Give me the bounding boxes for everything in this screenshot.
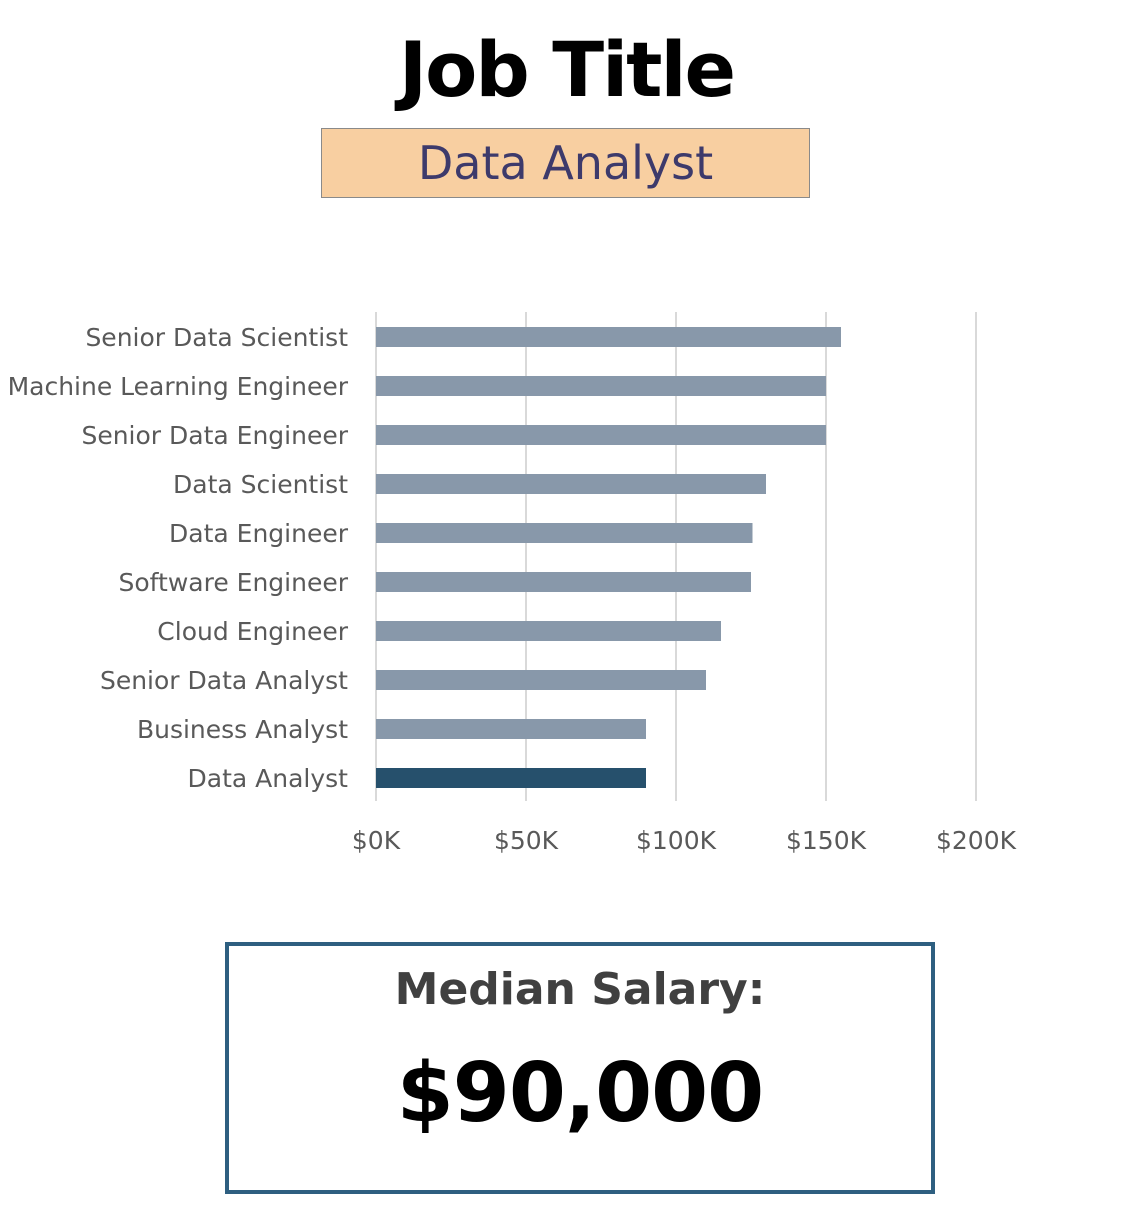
bar (376, 474, 766, 494)
x-tick-label: $0K (352, 826, 401, 855)
median-salary-card: Median Salary: $90,000 (225, 942, 935, 1194)
x-tick-label: $50K (494, 826, 559, 855)
salary-bar-chart: Senior Data Scientist Machine Learning En… (8, 312, 1017, 855)
bar (376, 719, 646, 739)
category-label: Data Scientist (173, 470, 348, 499)
category-label: Data Engineer (169, 519, 349, 548)
category-label: Machine Learning Engineer (8, 372, 349, 401)
category-label: Senior Data Scientist (85, 323, 348, 352)
job-title-selector[interactable]: Data Analyst (321, 128, 810, 198)
category-label: Senior Data Engineer (81, 421, 348, 450)
category-label: Business Analyst (137, 715, 348, 744)
bar (376, 327, 841, 347)
median-salary-value: $90,000 (396, 1046, 764, 1141)
category-label: Senior Data Analyst (100, 666, 348, 695)
median-salary-label: Median Salary: (394, 964, 766, 1015)
bar (376, 376, 826, 396)
bar (376, 768, 646, 788)
category-label: Cloud Engineer (157, 617, 348, 646)
category-label: Software Engineer (119, 568, 349, 597)
chart-category-labels: Senior Data Scientist Machine Learning En… (8, 323, 349, 793)
bar (376, 523, 753, 543)
selected-job-title: Data Analyst (417, 136, 714, 190)
x-tick-label: $100K (636, 826, 717, 855)
chart-x-tick-labels: $0K $50K $100K $150K $200K (352, 826, 1017, 855)
x-tick-label: $200K (936, 826, 1017, 855)
bar (376, 670, 706, 690)
bar (376, 425, 826, 445)
page-title: Job Title (398, 25, 736, 114)
bar (376, 572, 751, 592)
x-tick-label: $150K (786, 826, 867, 855)
chart-bars (376, 327, 841, 788)
category-label: Data Analyst (188, 764, 349, 793)
bar (376, 621, 721, 641)
